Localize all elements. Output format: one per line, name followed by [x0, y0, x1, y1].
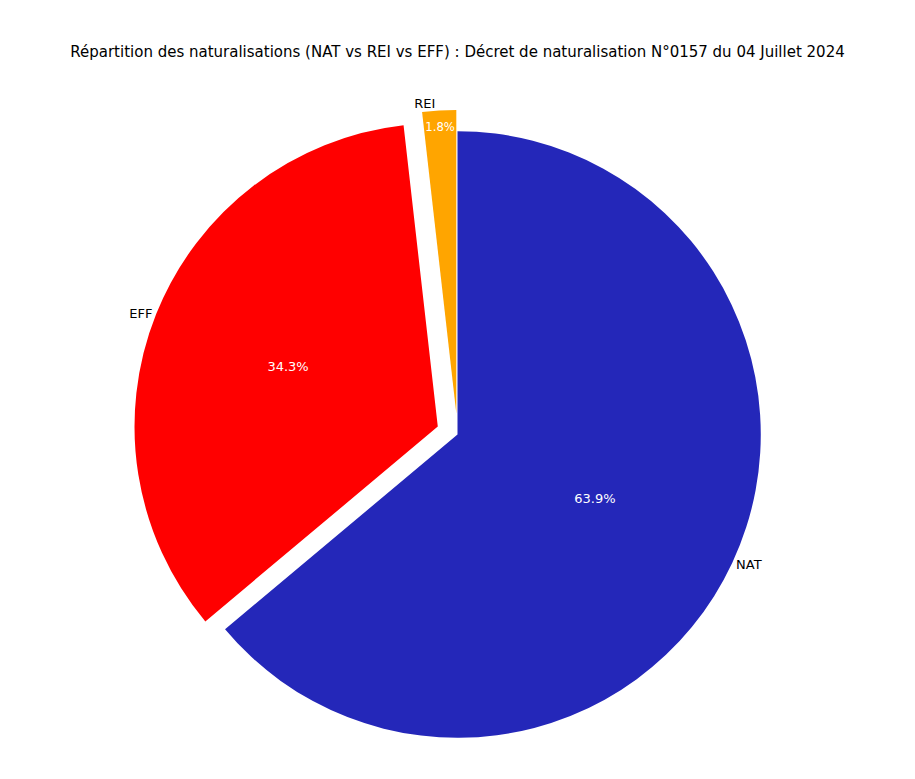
svg-text:63.9%: 63.9% [574, 491, 615, 506]
svg-text:NAT: NAT [736, 557, 762, 572]
svg-text:REI: REI [414, 96, 435, 111]
svg-text:EFF: EFF [129, 306, 152, 321]
svg-text:1.8%: 1.8% [425, 120, 455, 134]
svg-text:Répartition des naturalisation: Répartition des naturalisations (NAT vs … [70, 43, 844, 61]
svg-text:34.3%: 34.3% [267, 359, 308, 374]
